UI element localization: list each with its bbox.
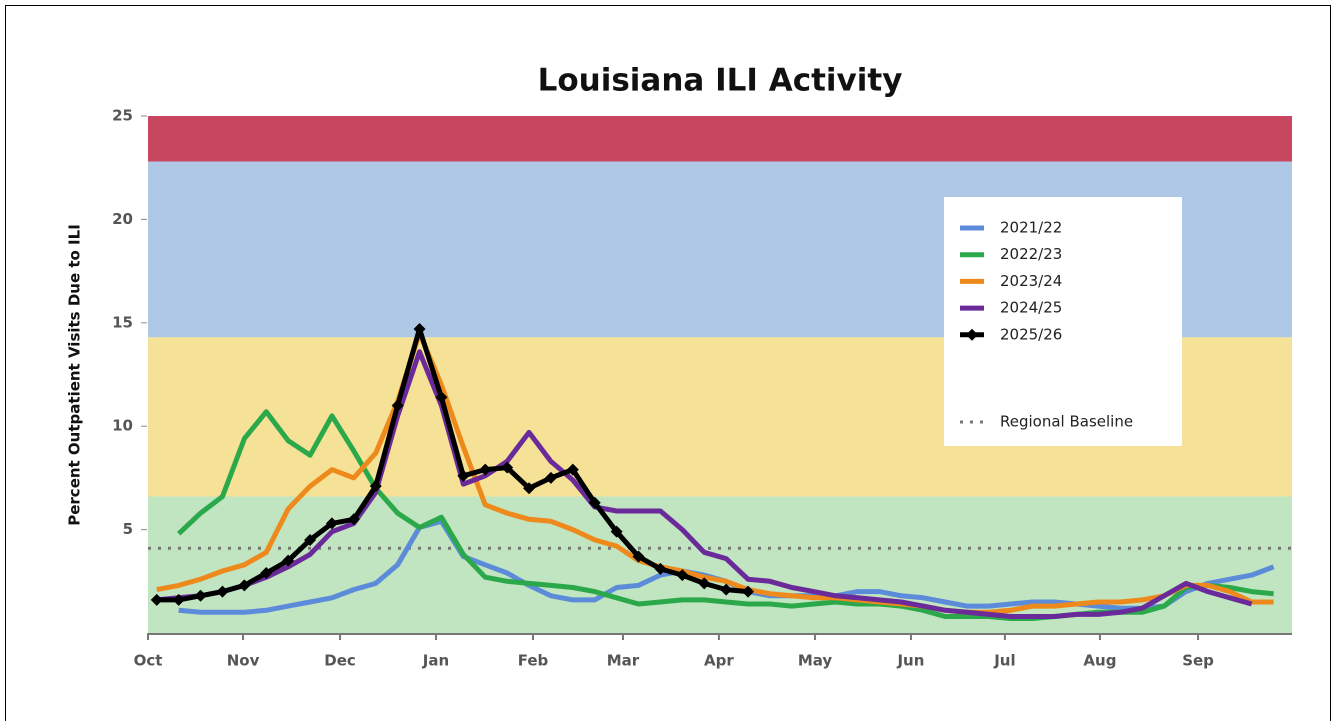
- point-marker: [742, 585, 755, 598]
- point-marker: [610, 525, 623, 538]
- point-marker: [304, 533, 317, 546]
- legend-label: 2022/23: [1000, 245, 1062, 263]
- legend-label: Regional Baseline: [1000, 413, 1133, 431]
- legend-marker: [966, 328, 978, 341]
- x-tick-label: Aug: [1083, 652, 1116, 670]
- chart-title: Louisiana ILI Activity: [538, 63, 903, 99]
- series-line: [156, 349, 1253, 619]
- x-tick-label: Jul: [993, 652, 1015, 670]
- x-tick-label: Jun: [896, 652, 924, 670]
- point-marker: [194, 589, 207, 602]
- point-marker: [676, 569, 689, 582]
- legend-label: 2025/26: [1000, 325, 1062, 343]
- point-marker: [544, 471, 557, 484]
- point-marker: [216, 585, 229, 598]
- y-tick-label: 20: [112, 210, 133, 228]
- series-line: [156, 330, 1274, 615]
- x-tick-label: May: [798, 652, 833, 670]
- point-marker: [435, 391, 448, 404]
- point-marker: [172, 593, 185, 606]
- point-marker: [325, 517, 338, 530]
- x-tick-label: Sep: [1182, 652, 1214, 670]
- series-line: [156, 326, 749, 603]
- point-marker: [632, 550, 645, 563]
- y-tick-label: 5: [123, 520, 133, 538]
- point-marker: [391, 399, 404, 412]
- point-marker: [238, 579, 251, 592]
- x-tick-label: Feb: [518, 652, 549, 670]
- legend-box: [944, 197, 1182, 446]
- point-marker: [457, 469, 470, 482]
- point-marker: [150, 593, 163, 606]
- y-tick-label: 10: [112, 417, 133, 435]
- point-marker: [654, 562, 667, 575]
- point-marker: [566, 463, 579, 476]
- x-tick-label: Mar: [607, 652, 640, 670]
- point-marker: [347, 513, 360, 526]
- y-axis-label: Percent Outpatient Visits Due to ILI: [66, 224, 84, 526]
- activity-band: [148, 116, 1292, 162]
- point-marker: [523, 482, 536, 495]
- x-tick-label: Jan: [422, 652, 449, 670]
- point-marker: [479, 463, 492, 476]
- point-marker: [720, 583, 733, 596]
- point-marker: [260, 567, 273, 580]
- x-tick-label: Apr: [704, 652, 734, 670]
- x-tick-label: Nov: [227, 652, 260, 670]
- x-tick-label: Oct: [134, 652, 163, 670]
- point-marker: [413, 323, 426, 336]
- point-marker: [588, 496, 601, 509]
- point-marker: [501, 461, 514, 474]
- y-tick-label: 25: [112, 107, 133, 125]
- x-tick-label: Dec: [324, 652, 356, 670]
- plot: 5 10 15 20 25 Oct Nov Dec Jan Feb Mar Apr May Jun Jul A…: [112, 107, 1292, 670]
- point-marker: [698, 577, 711, 590]
- legend: 2021/22 2022/23 2023/24 2024/25 2025/26 Regio…: [944, 197, 1182, 446]
- y-tick-label: 15: [112, 313, 133, 331]
- point-marker: [282, 554, 295, 567]
- legend-label: 2021/22: [1000, 219, 1062, 237]
- legend-label: 2024/25: [1000, 299, 1062, 317]
- legend-label: 2023/24: [1000, 272, 1062, 290]
- point-marker: [369, 480, 382, 493]
